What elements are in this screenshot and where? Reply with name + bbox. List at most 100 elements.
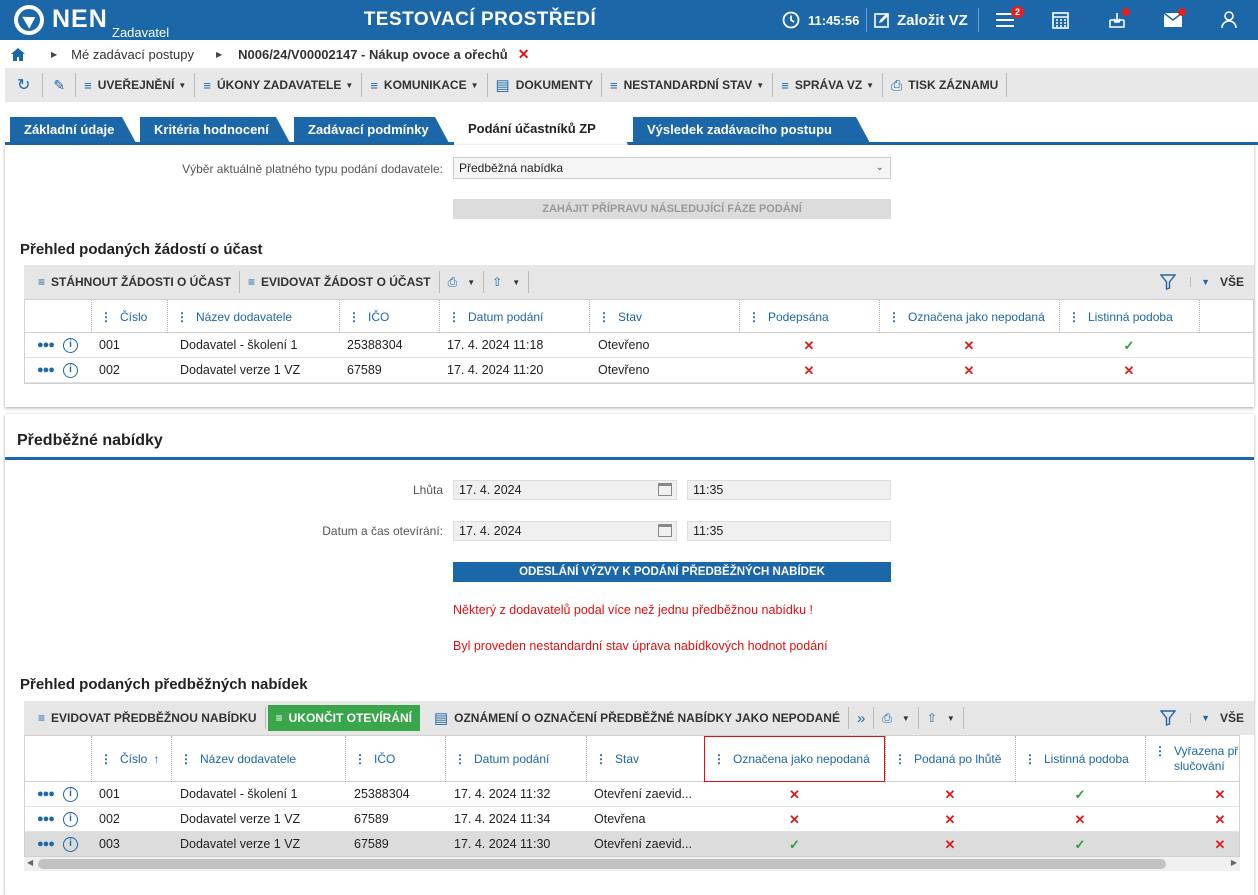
- row-actions-icon[interactable]: ●●●: [37, 813, 54, 825]
- info-icon[interactable]: i: [63, 333, 78, 358]
- all-caret-icon[interactable]: ▼: [1190, 277, 1210, 287]
- calculator-button[interactable]: [1052, 0, 1069, 40]
- ukony-menu[interactable]: ≡ ÚKONY ZADAVATELE ▼: [195, 73, 363, 97]
- register-request-label: EVIDOVAT ŽÁDOST O ÚČAST: [261, 275, 431, 289]
- pencil-icon: ✎: [53, 76, 66, 93]
- uverejneni-label: UVEŘEJNĚNÍ: [97, 78, 175, 92]
- tab-kriteria[interactable]: Kritéria hodnocení: [140, 117, 290, 143]
- caret-down-icon: ▼: [866, 80, 875, 90]
- all-caret-icon[interactable]: ▼: [1190, 713, 1210, 723]
- register-request-button[interactable]: ≡ EVIDOVAT ŽÁDOST O ÚČAST: [240, 271, 440, 293]
- submission-type-select[interactable]: Předběžná nabídka ⌄: [453, 157, 891, 179]
- col-ico[interactable]: ⋮ IČO: [339, 300, 439, 333]
- caret-down-icon: ▼: [946, 713, 955, 723]
- dokumenty-label: DOKUMENTY: [515, 78, 594, 92]
- table-row-selected[interactable]: ●●● i 003 Dodavatel verze 1 VZ 67589 17.…: [25, 832, 1239, 856]
- col-nepodana[interactable]: ⋮ Označena jako nepodaná: [704, 736, 885, 782]
- download-requests-button[interactable]: ≡ STÁHNOUT ŽÁDOSTI O ÚČAST: [24, 271, 241, 293]
- finish-opening-button[interactable]: ≡ UKONČIT OTEVÍRÁNÍ: [267, 705, 420, 731]
- tab-zadavaci-podminky[interactable]: Zadávací podmínky: [294, 117, 449, 143]
- col-nepodana[interactable]: ⋮ Označena jako nepodaná: [879, 300, 1059, 333]
- horizontal-scrollbar[interactable]: ◀ ▶: [24, 857, 1240, 871]
- col-cislo[interactable]: ⋮ Číslo: [91, 300, 167, 333]
- deadline-time-input[interactable]: 11:35: [687, 480, 891, 500]
- notice-button[interactable]: ▤ OZNÁMENÍ O OZNAČENÍ PŘEDBĚŽNÉ NABÍDKY J…: [426, 707, 849, 729]
- offers-all-filter[interactable]: VŠE: [1219, 711, 1244, 725]
- caret-down-icon: ▼: [901, 713, 910, 723]
- user-button[interactable]: [1221, 0, 1237, 40]
- requests-all-filter[interactable]: VŠE: [1219, 275, 1244, 289]
- send-invitation-button[interactable]: ODESLÁNÍ VÝZVY K PODÁNÍ PŘEDBĚŽNÝCH NABÍ…: [453, 562, 891, 582]
- scrollbar-thumb[interactable]: [38, 859, 1166, 869]
- col-datum[interactable]: ⋮ Datum podání: [445, 736, 586, 782]
- info-icon[interactable]: i: [63, 358, 78, 383]
- table-row[interactable]: ●●● i 001 Dodavatel - školení 1 25388304…: [25, 333, 1253, 358]
- inbox-button[interactable]: [1108, 0, 1130, 40]
- info-icon[interactable]: i: [63, 782, 78, 807]
- deadline-date-input[interactable]: 17. 4. 2024: [453, 480, 677, 500]
- register-offer-button[interactable]: ≡ EVIDOVAT PŘEDBĚŽNOU NABÍDKU: [24, 707, 266, 729]
- row-actions-icon[interactable]: ●●●: [37, 364, 54, 376]
- menu-button[interactable]: 2: [995, 0, 1025, 40]
- filter-icon[interactable]: [1160, 710, 1177, 726]
- breadcrumb-item-my-procedures[interactable]: Mé zadávací postupy: [71, 46, 195, 62]
- opening-time-input[interactable]: 11:35: [687, 521, 891, 541]
- tab-vysledek[interactable]: Výsledek zadávacího postupu: [633, 117, 870, 143]
- export-menu[interactable]: ⇧ ▼: [484, 271, 530, 293]
- calendar-icon[interactable]: [658, 483, 672, 496]
- create-vz-button[interactable]: Založit VZ: [873, 0, 968, 40]
- uverejneni-menu[interactable]: ≡ UVEŘEJNĚNÍ ▼: [76, 73, 196, 97]
- col-stav[interactable]: ⋮ Stav: [586, 736, 704, 782]
- col-ico[interactable]: ⋮ IČO: [345, 736, 445, 782]
- col-nazev[interactable]: ⋮ Název dodavatele: [167, 300, 339, 333]
- cross-icon: ✕: [789, 812, 800, 827]
- table-row[interactable]: ●●● i 002 Dodavatel verze 1 VZ 67589 17.…: [25, 358, 1253, 383]
- col-vyrazena[interactable]: ⋮ Vyřazena při slučování: [1145, 736, 1239, 782]
- col-datum[interactable]: ⋮ Datum podání: [439, 300, 589, 333]
- col-nazev[interactable]: ⋮ Název dodavatele: [171, 736, 345, 782]
- tab-podani-ucastniku[interactable]: Podání účastníků ZP: [454, 115, 628, 145]
- row-actions-icon[interactable]: ●●●: [37, 788, 54, 800]
- info-icon[interactable]: i: [63, 832, 78, 856]
- calendar-icon[interactable]: [658, 524, 672, 537]
- nen-logo[interactable]: NEN Zadavatel: [14, 5, 169, 40]
- table-row[interactable]: ●●● i 001 Dodavatel - školení 1 25388304…: [25, 782, 1239, 807]
- dokumenty-button[interactable]: ▤ DOKUMENTY: [488, 73, 603, 97]
- filter-icon[interactable]: [1160, 274, 1177, 290]
- print-menu[interactable]: ⎙ ▼: [440, 271, 485, 293]
- mail-button[interactable]: [1164, 0, 1186, 40]
- col-cislo[interactable]: ⋮ Číslo ↑: [91, 736, 171, 782]
- opening-date-input[interactable]: 17. 4. 2024: [453, 521, 677, 541]
- tisk-button[interactable]: ⎙ TISK ZÁZNAMU: [883, 73, 1008, 97]
- export-menu[interactable]: ⇧ ▼: [919, 707, 964, 729]
- start-next-phase-button[interactable]: ZAHÁJIT PŘÍPRAVU NÁSLEDUJÍCÍ FÁZE PODÁNÍ: [453, 199, 891, 219]
- refresh-button[interactable]: ↻: [5, 73, 44, 97]
- cross-icon: ✕: [944, 837, 956, 852]
- info-icon[interactable]: i: [63, 807, 78, 832]
- col-listinna[interactable]: ⋮ Listinná podoba: [1059, 300, 1199, 333]
- close-icon[interactable]: ✕: [517, 45, 530, 62]
- tab-zakladni-udaje[interactable]: Základní údaje: [10, 117, 136, 143]
- cross-icon: ✕: [1214, 812, 1226, 827]
- nestandardni-menu[interactable]: ≡ NESTANDARDNÍ STAV ▼: [602, 73, 774, 97]
- sprava-menu[interactable]: ≡ SPRÁVA VZ ▼: [773, 73, 884, 97]
- breadcrumb-item-procedure[interactable]: N006/24/V00002147 - Nákup ovoce a ořechů: [238, 46, 508, 62]
- row-actions-icon[interactable]: ●●●: [37, 339, 54, 351]
- cell-cislo: 002: [99, 812, 120, 826]
- requests-grid: ⋮ Číslo ⋮ Název dodavatele ⋮ IČO ⋮ Datum pod…: [24, 299, 1254, 384]
- col-podepsana[interactable]: ⋮ Podepsána: [739, 300, 879, 333]
- row-actions-icon[interactable]: ●●●: [37, 838, 54, 850]
- cell-datum: 17. 4. 2024 11:32: [454, 787, 551, 801]
- scroll-right-icon[interactable]: ▶: [1230, 858, 1237, 867]
- table-row[interactable]: ●●● i 002 Dodavatel verze 1 VZ 67589 17.…: [25, 807, 1239, 832]
- home-icon[interactable]: [11, 47, 25, 61]
- scroll-left-icon[interactable]: ◀: [27, 858, 34, 867]
- col-po-lhute[interactable]: ⋮ Podaná po lhůtě: [885, 736, 1015, 782]
- komunikace-menu[interactable]: ≡ KOMUNIKACE ▼: [362, 73, 488, 97]
- print-menu[interactable]: ⎙ ▼: [874, 707, 919, 729]
- col-listinna[interactable]: ⋮ Listinná podoba: [1015, 736, 1145, 782]
- edit-button[interactable]: ✎: [43, 73, 77, 97]
- more-tools-button[interactable]: »: [849, 707, 875, 729]
- col-stav[interactable]: ⋮ Stav: [589, 300, 739, 333]
- caret-down-icon: ▼: [756, 80, 765, 90]
